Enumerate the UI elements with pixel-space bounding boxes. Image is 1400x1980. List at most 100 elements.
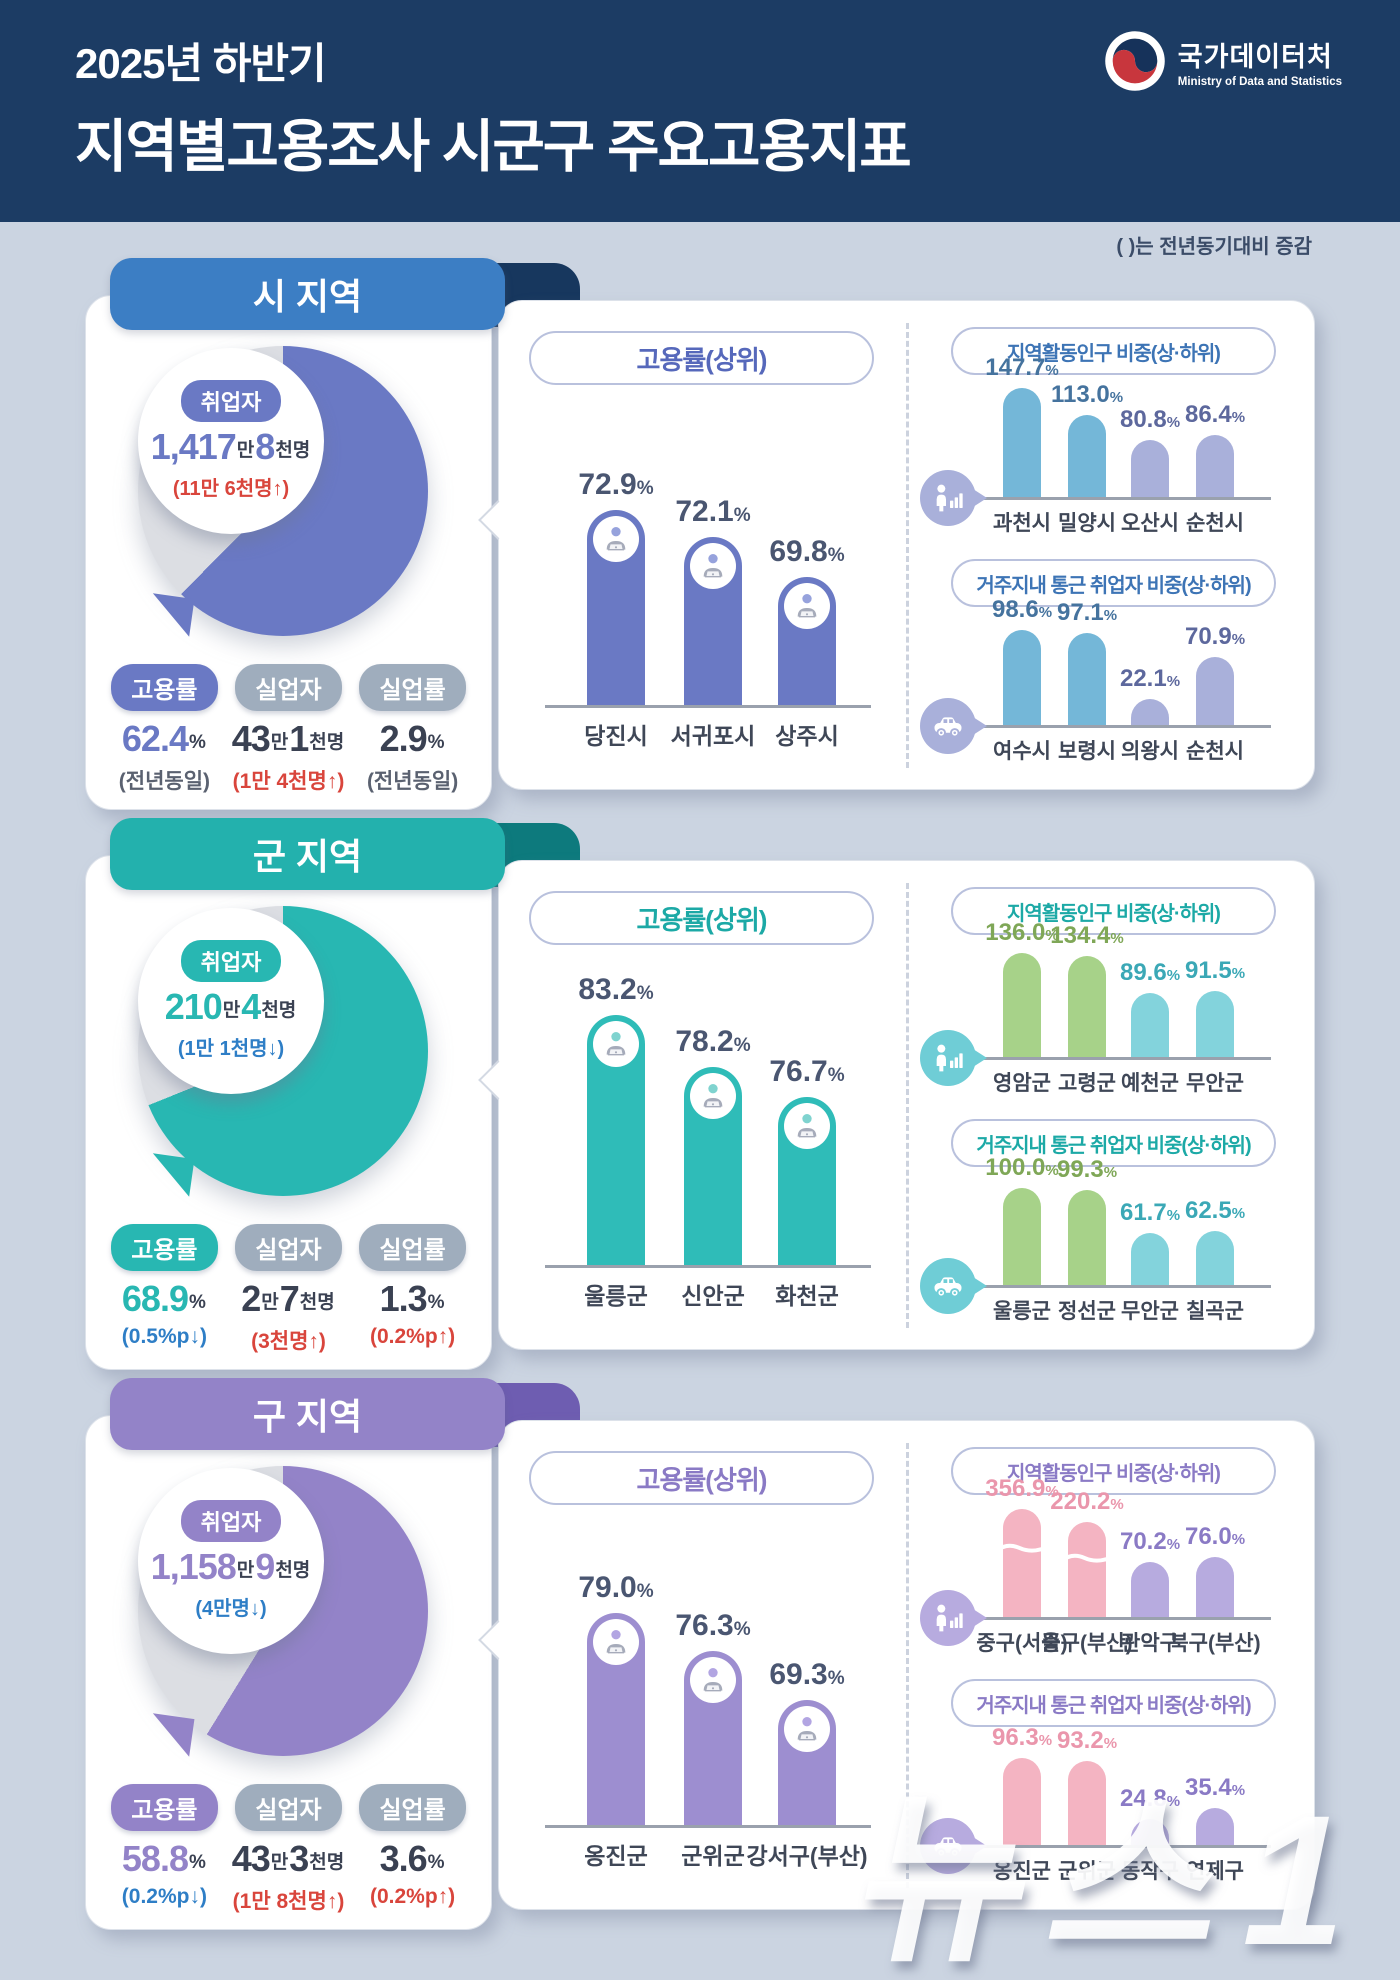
value-number: 58.8 (121, 1838, 189, 1879)
value-number: 1.3 (379, 1278, 428, 1319)
bar-value-label: 72.1% (675, 495, 751, 528)
mini-bar (1003, 630, 1041, 725)
bar-value-label: 76.3% (675, 1609, 751, 1642)
stat-badge: 실업자 (235, 664, 342, 711)
value-number: 2.9 (379, 718, 428, 759)
mini-bar (1068, 956, 1106, 1057)
bar-category-label: 옹진군 (584, 1843, 648, 1869)
bar-category-label: 화천군 (775, 1283, 839, 1309)
main-chart-title: 고용률(상위) (529, 331, 874, 385)
stat-badge: 실업률 (359, 664, 466, 711)
employed-badge: 취업자 (180, 939, 282, 982)
mini-bar-value-label: 24.8% (1119, 1785, 1181, 1812)
mini-bar-category-label: 무안군 (1121, 1300, 1179, 1323)
stat-value: 43 만 3 천명 (230, 1841, 347, 1877)
stat-value: 58.8% (106, 1841, 223, 1877)
mini-bar-value-label: 86.4% (1184, 401, 1246, 428)
stat-change-note: (0.5%p↓) (121, 1325, 207, 1348)
value-unit: 만 (261, 1292, 279, 1313)
stat-value: 43 만 1 천명 (230, 721, 347, 757)
donut-hole (138, 908, 324, 1094)
stat-badge: 고용률 (111, 664, 218, 711)
mini-bar (1003, 1509, 1041, 1617)
worker-icon (690, 1073, 736, 1119)
value-unit: 천명 (309, 1852, 345, 1873)
mini-bar-category-label: 연제구 (1186, 1860, 1244, 1883)
panel-divider (906, 883, 909, 1328)
mini-chart-axis (969, 1057, 1271, 1060)
stat-change-note: (0.2%p↑) (369, 1325, 456, 1348)
mini-bar (1003, 388, 1041, 497)
mini-chart-axis (969, 1617, 1271, 1620)
value-unit: % (427, 1852, 445, 1873)
stat-item: 실업률 2.9% (전년동일) (354, 664, 471, 795)
stat-employment-rate: 고용률 62.4% (전년동일) (106, 664, 223, 795)
page-header: 2025년 하반기 지역별고용조사 시군구 주요고용지표 국가데이터처 Mini… (0, 0, 1400, 222)
stat-change-note: (전년동일) (366, 770, 459, 793)
value-number: 68.9 (121, 1278, 189, 1319)
mini-chart-axis (969, 1845, 1271, 1848)
mini-bar (1068, 415, 1106, 497)
bar (684, 1067, 742, 1265)
stat-value: 2 만 7 천명 (230, 1281, 347, 1317)
stat-item: 실업률 3.6% (0.2%p↑) (354, 1784, 471, 1915)
mini-bar-category-label: 고령군 (1058, 1072, 1116, 1095)
mini-bar (1131, 1819, 1169, 1845)
mini-bar-category-label: 옹진군 (993, 1860, 1051, 1883)
section-tab: 시 지역 (110, 258, 505, 330)
donut-hole (138, 348, 324, 534)
value-number: 8 (255, 425, 275, 467)
mini-bar (1131, 440, 1169, 497)
bar-category-label: 서귀포시 (670, 723, 756, 749)
employed-change-note: (4만명↓) (195, 1597, 267, 1620)
stat-change-note: (0.2%p↓) (121, 1885, 207, 1908)
mini-bar-value-label: 61.7% (1119, 1199, 1181, 1226)
mini-bar (1068, 633, 1106, 725)
value-number: 2 (241, 1278, 261, 1319)
value-unit: 천명 (299, 1292, 335, 1313)
bar-value-label: 72.9% (578, 468, 654, 501)
mini-bar-category-label: 밀양시 (1058, 512, 1116, 535)
bar-value-label: 69.3% (769, 1658, 845, 1691)
mini-bar-value-label: 356.9% (985, 1475, 1059, 1502)
mini-bar-value-label: 35.4% (1184, 1774, 1246, 1801)
mini-bar-category-label: 군위군 (1058, 1860, 1116, 1883)
donut-pointer-tail (147, 1713, 195, 1757)
mini-bar-value-label: 98.6% (991, 596, 1053, 623)
donut-pointer-tail (147, 1153, 195, 1197)
icon-pointer (973, 1837, 987, 1855)
mini-bar-value-label: 89.6% (1119, 959, 1181, 986)
employed-badge: 취업자 (180, 379, 282, 422)
mini-bar-category-label: 칠곡군 (1186, 1300, 1244, 1323)
value-number: 62.4 (121, 718, 189, 759)
stat-change-note: (1만 8천명↑) (232, 1890, 345, 1913)
main-chart-axis (545, 705, 871, 708)
charts-card: 고용률(상위) 72.9% 당진시 72.1% 서귀포시 69.8% 상주시 지역활동인구 비… (478, 300, 1315, 790)
value-unit: 천명 (309, 732, 345, 753)
value-unit: 만 (270, 1852, 289, 1873)
value-number: 1,158 (150, 1545, 237, 1587)
worker-icon (784, 1706, 830, 1752)
mini-bar (1196, 1557, 1234, 1617)
mini-bar (1196, 991, 1234, 1057)
mini-bar-value-label: 96.3% (991, 1724, 1053, 1751)
mini-bar (1196, 435, 1234, 497)
stat-badge: 고용률 (111, 1224, 218, 1271)
legend-note: ( )는 전년동기대비 증감 (1116, 236, 1312, 258)
car-icon (920, 698, 976, 754)
value-number: 3.6 (379, 1838, 428, 1879)
mini-bar-category-label: 과천시 (993, 512, 1051, 535)
worker-icon (690, 1657, 736, 1703)
mini-bar-category-label: 북구(부산) (1169, 1632, 1261, 1655)
worker-icon (690, 543, 736, 589)
value-number: 43 (231, 1838, 271, 1879)
employed-badge: 취업자 (180, 1499, 282, 1542)
bar-value-label: 83.2% (578, 973, 654, 1006)
mini-bar (1131, 993, 1169, 1057)
mini-bar-category-label: 오산시 (1121, 512, 1179, 535)
bar-category-label: 신안군 (681, 1283, 745, 1309)
mini-bar (1196, 1231, 1234, 1285)
donut-center-label: 취업자 1,417 만 8 천명 (11만 6천명↑) (124, 340, 338, 540)
bar (684, 1651, 742, 1825)
stat-item: 실업자 43 만 1 천명 (1만 4천명↑) (230, 664, 347, 795)
